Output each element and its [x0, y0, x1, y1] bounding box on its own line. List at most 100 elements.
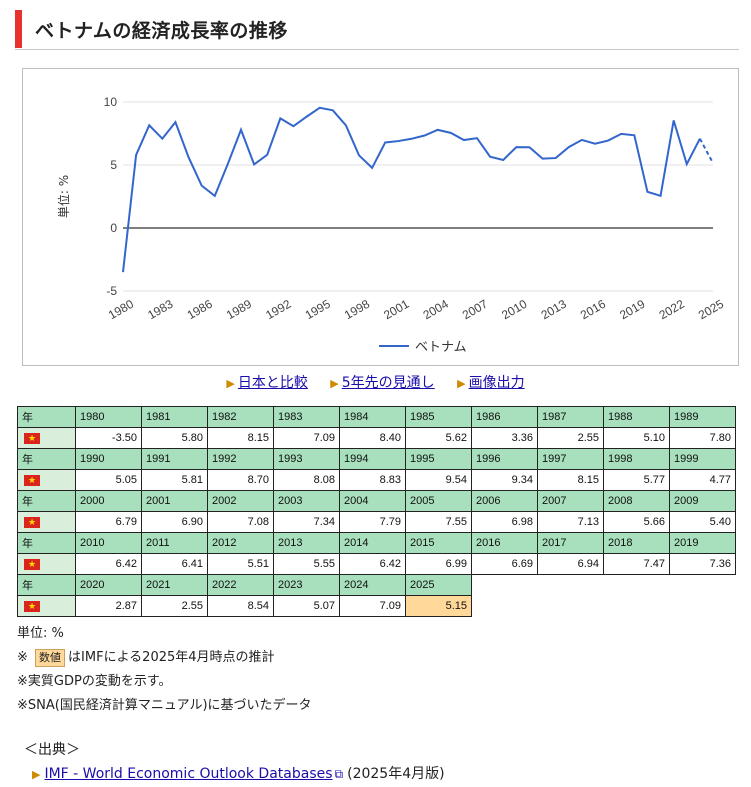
- year-cell: 1992: [207, 448, 274, 470]
- heading-accent-bar: [15, 10, 22, 48]
- vietnam-flag-icon: ★: [24, 474, 40, 486]
- x-tick-label: 2007: [460, 297, 490, 323]
- year-cell: 1995: [405, 448, 472, 470]
- year-cell: 2020: [75, 574, 142, 596]
- year-cell: 2013: [273, 532, 340, 554]
- value-row: ★ -3.50 5.80 8.15 7.09 8.40 5.62 3.36 2.55 5.10 7.…: [17, 427, 736, 449]
- country-flag-cell: ★: [17, 553, 76, 575]
- value-cell: 6.69: [471, 553, 538, 575]
- value-cell: 5.55: [273, 553, 340, 575]
- value-row: ★ 5.05 5.81 8.70 8.08 8.83 9.54 9.34 8.15 5.77 4.7…: [17, 469, 736, 491]
- value-cell: 6.79: [75, 511, 142, 533]
- year-cell: 2012: [207, 532, 274, 554]
- empty-cell: [472, 575, 538, 596]
- value-cell: 6.41: [141, 553, 208, 575]
- value-cell: 5.05: [75, 469, 142, 491]
- year-label-cell: 年: [17, 448, 76, 470]
- estimate-note: ※ 数値 はIMFによる2025年4月時点の推計: [17, 649, 275, 667]
- value-cell: 4.77: [669, 469, 736, 491]
- value-cell: 7.47: [603, 553, 670, 575]
- year-cell: 1990: [75, 448, 142, 470]
- year-row: 年 1990 1991 1992 1993 1994 1995 1996 1997 1998 199…: [17, 448, 736, 470]
- value-cell: 7.09: [273, 427, 340, 449]
- year-cell: 2016: [471, 532, 538, 554]
- year-cell: 2009: [669, 490, 736, 512]
- source-edition: (2025年4月版): [347, 766, 445, 782]
- x-tick-label: 2004: [421, 297, 451, 323]
- external-link-icon[interactable]: ⧉: [334, 767, 344, 781]
- value-cell: 8.70: [207, 469, 274, 491]
- year-cell: 2008: [603, 490, 670, 512]
- year-cell: 1989: [669, 406, 736, 428]
- country-flag-cell: ★: [17, 595, 76, 617]
- year-cell: 1997: [537, 448, 604, 470]
- country-flag-cell: ★: [17, 427, 76, 449]
- value-cell: 8.40: [339, 427, 406, 449]
- year-cell: 2017: [537, 532, 604, 554]
- y-tick-label: 0: [110, 221, 117, 235]
- year-cell: 2000: [75, 490, 142, 512]
- year-cell: 1999: [669, 448, 736, 470]
- y-axis-label: 単位: %: [56, 175, 71, 218]
- year-cell: 1996: [471, 448, 538, 470]
- x-tick-label: 1986: [185, 297, 215, 323]
- value-cell: 5.51: [207, 553, 274, 575]
- page-title: ベトナムの経済成長率の推移: [35, 20, 288, 42]
- value-cell: 5.07: [273, 595, 340, 617]
- value-cell: 7.79: [339, 511, 406, 533]
- year-cell: 1998: [603, 448, 670, 470]
- empty-cell: [538, 596, 604, 617]
- year-cell: 2015: [405, 532, 472, 554]
- country-flag-cell: ★: [17, 469, 76, 491]
- arrow-right-icon: ▶: [330, 377, 339, 390]
- year-cell: 2018: [603, 532, 670, 554]
- year-cell: 2023: [273, 574, 340, 596]
- value-cell: 2.55: [141, 595, 208, 617]
- year-cell: 2014: [339, 532, 406, 554]
- source-heading: ＜出典＞: [24, 742, 80, 758]
- year-cell: 2024: [339, 574, 406, 596]
- arrow-right-icon: ▶: [32, 768, 41, 781]
- series-projection-line: [699, 138, 714, 164]
- y-tick-label: 10: [104, 95, 118, 109]
- x-tick-label: 1995: [303, 297, 333, 323]
- year-cell: 2002: [207, 490, 274, 512]
- value-cell: 5.80: [141, 427, 208, 449]
- year-label-cell: 年: [17, 490, 76, 512]
- year-cell: 2005: [405, 490, 472, 512]
- year-cell: 1981: [141, 406, 208, 428]
- x-tick-label: 2001: [381, 297, 411, 323]
- year-label-cell: 年: [17, 574, 76, 596]
- value-cell: 5.81: [141, 469, 208, 491]
- legend-label: ベトナム: [415, 340, 467, 355]
- year-cell: 1983: [273, 406, 340, 428]
- value-cell: 8.08: [273, 469, 340, 491]
- year-label-cell: 年: [17, 406, 76, 428]
- year-cell: 2003: [273, 490, 340, 512]
- year-cell: 2001: [141, 490, 208, 512]
- compare-japan-link[interactable]: ▶ 日本と比較: [226, 375, 308, 391]
- value-cell: 5.77: [603, 469, 670, 491]
- image-export-link[interactable]: ▶ 画像出力: [457, 375, 525, 391]
- value-cell: 8.15: [207, 427, 274, 449]
- forecast-link[interactable]: ▶ 5年先の見通し: [330, 375, 435, 391]
- value-cell: 3.36: [471, 427, 538, 449]
- year-cell: 2007: [537, 490, 604, 512]
- estimate-badge: 数値: [35, 649, 66, 667]
- x-tick-label: 2010: [499, 297, 529, 323]
- value-cell: 2.87: [75, 595, 142, 617]
- value-cell: 9.54: [405, 469, 472, 491]
- arrow-right-icon: ▶: [457, 377, 466, 390]
- value-cell: 8.83: [339, 469, 406, 491]
- imf-weo-link[interactable]: IMF - World Economic Outlook Databases: [44, 766, 333, 782]
- vietnam-flag-icon: ★: [24, 432, 40, 444]
- value-cell: 5.15: [405, 595, 472, 617]
- value-cell: 7.09: [339, 595, 406, 617]
- value-cell: 7.55: [405, 511, 472, 533]
- value-cell: 5.62: [405, 427, 472, 449]
- sna-note: ※SNA(国民経済計算マニュアル)に基づいたデータ: [17, 698, 312, 713]
- value-cell: 6.99: [405, 553, 472, 575]
- page-heading: ベトナムの経済成長率の推移: [15, 8, 739, 50]
- value-cell: 8.54: [207, 595, 274, 617]
